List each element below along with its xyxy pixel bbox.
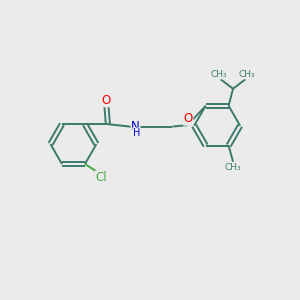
Text: CH₃: CH₃: [225, 163, 241, 172]
Text: CH₃: CH₃: [211, 70, 227, 79]
Text: O: O: [102, 94, 111, 106]
Text: O: O: [184, 112, 193, 125]
Text: CH₃: CH₃: [238, 70, 255, 79]
Text: H: H: [133, 128, 140, 138]
Text: N: N: [131, 120, 140, 133]
Text: Cl: Cl: [96, 171, 107, 184]
